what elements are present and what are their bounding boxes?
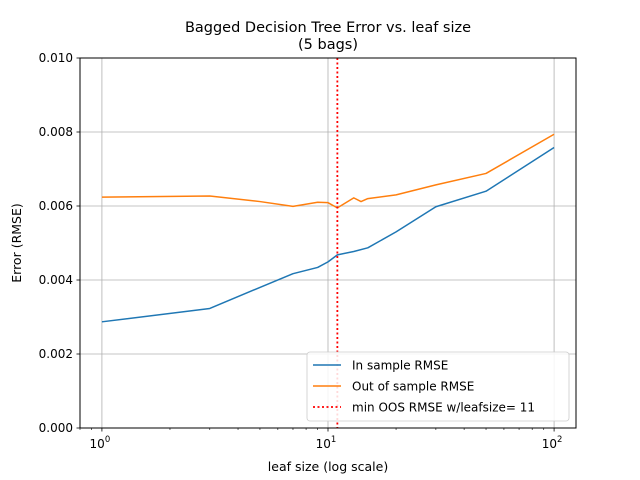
y-tick-label: 0.010	[39, 51, 73, 65]
y-tick-label: 0.004	[39, 273, 73, 287]
series-line-in-sample	[101, 146, 555, 323]
y-axis-ticks: 0.000 0.002 0.004 0.006 0.008 0.010	[39, 51, 80, 435]
y-tick-label: 0.008	[39, 125, 73, 139]
legend-label: In sample RMSE	[352, 359, 448, 373]
y-tick-label: 0.000	[39, 421, 73, 435]
legend-label: Out of sample RMSE	[352, 380, 474, 394]
x-axis-label: leaf size (log scale)	[268, 459, 388, 474]
chart-title: Bagged Decision Tree Error vs. leaf size	[185, 20, 471, 36]
legend-label: min OOS RMSE w/leafsize= 11	[352, 401, 535, 415]
legend-box	[306, 351, 570, 422]
plot-lines	[101, 58, 555, 428]
y-tick-label: 0.002	[39, 347, 73, 361]
y-axis-label: Error (RMSE)	[9, 203, 24, 283]
y-tick-label: 0.006	[39, 199, 73, 213]
series-line-out-of-sample	[101, 133, 555, 209]
legend: In sample RMSE Out of sample RMSE min OOS …	[306, 351, 570, 422]
chart-subtitle: (5 bags)	[298, 37, 358, 53]
